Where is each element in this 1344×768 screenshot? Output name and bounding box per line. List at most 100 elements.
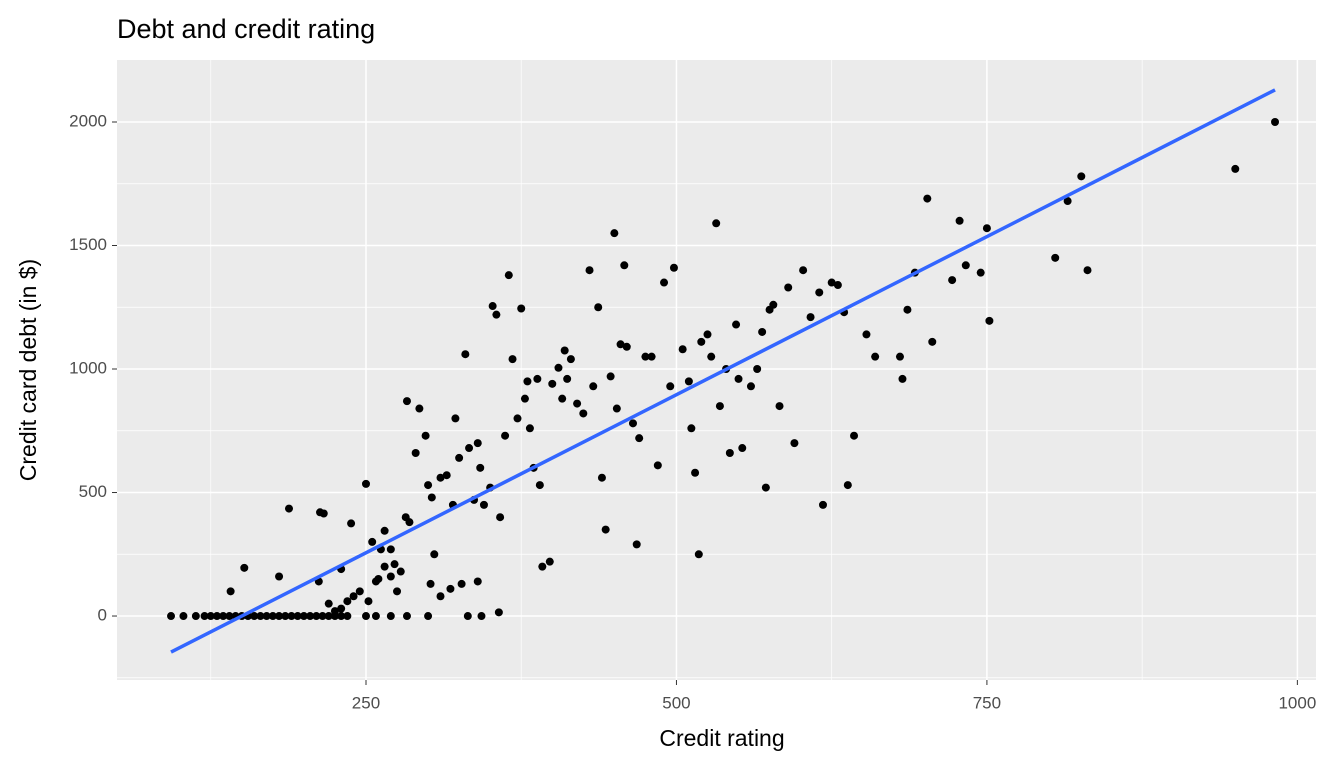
data-point — [1063, 197, 1072, 206]
data-point — [666, 382, 675, 391]
data-point — [508, 355, 517, 364]
data-point — [784, 283, 793, 292]
data-point — [463, 612, 472, 621]
data-point — [318, 612, 327, 621]
trend-line — [170, 88, 1276, 654]
data-point — [386, 572, 395, 581]
data-point — [862, 330, 871, 339]
data-point — [504, 271, 513, 280]
data-point — [281, 612, 290, 621]
data-point — [299, 612, 308, 621]
data-point — [424, 612, 433, 621]
data-point — [349, 592, 358, 601]
data-point — [703, 330, 712, 339]
data-point — [343, 597, 352, 606]
data-point — [871, 352, 880, 361]
data-point — [525, 424, 534, 433]
y-tick-label: 500 — [79, 482, 107, 501]
data-point — [402, 612, 411, 621]
data-point — [275, 612, 284, 621]
data-point — [324, 612, 333, 621]
data-point — [371, 612, 380, 621]
data-point — [343, 612, 352, 621]
data-point — [256, 612, 265, 621]
data-point — [446, 584, 455, 593]
data-point — [275, 572, 284, 581]
data-point — [678, 345, 687, 354]
data-point — [653, 461, 662, 470]
data-point — [641, 352, 650, 361]
data-point — [465, 444, 474, 453]
data-point — [799, 266, 808, 275]
data-point — [492, 310, 501, 319]
data-point — [225, 612, 234, 621]
data-point — [226, 587, 235, 596]
y-tick-label: 1000 — [69, 358, 107, 377]
data-point — [494, 608, 503, 617]
data-point — [477, 612, 486, 621]
data-point — [451, 414, 460, 423]
y-tick-label: 2000 — [69, 111, 107, 130]
data-point — [955, 216, 964, 225]
data-point — [517, 304, 526, 313]
data-point — [628, 419, 637, 428]
data-point — [361, 612, 370, 621]
data-point — [669, 263, 678, 272]
data-point — [380, 562, 389, 571]
data-point — [635, 434, 644, 443]
data-point — [337, 612, 346, 621]
data-point — [312, 612, 321, 621]
data-point — [393, 587, 402, 596]
data-point — [200, 612, 209, 621]
data-point — [566, 355, 575, 364]
data-point — [746, 382, 755, 391]
data-point — [212, 612, 221, 621]
data-point — [523, 377, 532, 386]
data-point — [707, 352, 716, 361]
data-point — [573, 399, 582, 408]
data-point — [179, 612, 188, 621]
x-tick-label: 1000 — [1278, 693, 1316, 712]
data-point — [240, 563, 249, 572]
data-point — [457, 579, 466, 588]
data-point — [594, 303, 603, 312]
data-point — [961, 261, 970, 270]
data-point — [833, 281, 842, 290]
data-point — [455, 453, 464, 462]
data-point — [427, 493, 436, 502]
data-point — [479, 500, 488, 509]
x-tick-label: 250 — [352, 693, 380, 712]
data-point — [191, 612, 200, 621]
data-point — [476, 463, 485, 472]
data-point — [287, 612, 296, 621]
data-point — [715, 402, 724, 411]
data-point — [712, 219, 721, 228]
data-point — [985, 316, 994, 325]
data-point — [558, 394, 567, 403]
data-point — [293, 612, 302, 621]
data-point — [684, 377, 693, 386]
data-point — [364, 597, 373, 606]
data-point — [488, 302, 497, 311]
data-point — [545, 557, 554, 566]
data-point — [616, 340, 625, 349]
data-point — [461, 350, 470, 359]
data-point — [923, 194, 932, 203]
data-point — [769, 300, 778, 309]
data-point — [374, 574, 383, 583]
data-point — [426, 579, 435, 588]
data-point — [694, 550, 703, 559]
data-point — [948, 276, 957, 285]
data-point — [632, 540, 641, 549]
data-point — [597, 473, 606, 482]
data-point — [319, 509, 328, 518]
data-point — [790, 439, 799, 448]
data-point — [1051, 253, 1060, 262]
data-point — [430, 550, 439, 559]
data-point — [396, 567, 405, 576]
data-point — [337, 604, 346, 613]
data-point — [738, 444, 747, 453]
data-point — [775, 402, 784, 411]
